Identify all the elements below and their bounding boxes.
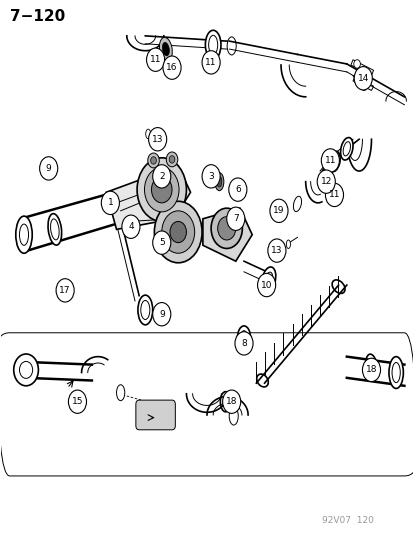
Circle shape: [148, 127, 166, 151]
Circle shape: [154, 201, 202, 263]
Text: 17: 17: [59, 286, 71, 295]
Circle shape: [257, 273, 275, 297]
Polygon shape: [106, 166, 190, 229]
Circle shape: [269, 199, 287, 222]
Text: 5: 5: [159, 238, 164, 247]
Ellipse shape: [216, 176, 221, 187]
Text: 19: 19: [273, 206, 284, 215]
Circle shape: [101, 191, 119, 215]
Text: 1: 1: [107, 198, 113, 207]
Circle shape: [68, 390, 86, 414]
Ellipse shape: [388, 357, 402, 389]
Text: 8: 8: [240, 339, 246, 348]
Circle shape: [151, 176, 172, 203]
Text: 10: 10: [260, 280, 272, 289]
Circle shape: [147, 153, 159, 168]
Circle shape: [202, 51, 220, 74]
Text: 2: 2: [159, 172, 164, 181]
Ellipse shape: [261, 267, 275, 293]
FancyBboxPatch shape: [135, 400, 175, 430]
Ellipse shape: [328, 151, 339, 172]
Text: 9: 9: [159, 310, 164, 319]
Circle shape: [226, 207, 244, 230]
Circle shape: [152, 165, 171, 188]
Circle shape: [144, 167, 178, 212]
Text: 11: 11: [324, 156, 335, 165]
Circle shape: [152, 303, 171, 326]
Circle shape: [211, 208, 242, 248]
Ellipse shape: [162, 42, 169, 56]
Circle shape: [152, 231, 171, 254]
Text: 13: 13: [152, 135, 163, 144]
Circle shape: [150, 157, 156, 164]
Text: 18: 18: [225, 397, 237, 406]
Text: 9: 9: [46, 164, 52, 173]
Circle shape: [56, 279, 74, 302]
Text: 3: 3: [208, 172, 214, 181]
Ellipse shape: [320, 166, 331, 185]
Circle shape: [169, 156, 175, 163]
Circle shape: [228, 178, 246, 201]
Text: 14: 14: [357, 74, 368, 83]
Text: 11: 11: [205, 58, 216, 67]
Circle shape: [325, 183, 343, 207]
Ellipse shape: [16, 216, 32, 253]
Ellipse shape: [340, 138, 352, 160]
Ellipse shape: [116, 385, 124, 401]
Circle shape: [121, 215, 140, 238]
Ellipse shape: [48, 214, 62, 245]
Circle shape: [361, 68, 368, 77]
Circle shape: [267, 239, 285, 262]
Circle shape: [163, 56, 180, 79]
Circle shape: [14, 354, 38, 386]
Circle shape: [166, 152, 177, 167]
Ellipse shape: [145, 129, 150, 139]
Ellipse shape: [159, 37, 172, 61]
Text: 7−120: 7−120: [9, 10, 65, 25]
Text: 16: 16: [166, 63, 177, 72]
Ellipse shape: [214, 173, 223, 191]
Circle shape: [353, 60, 359, 68]
Circle shape: [40, 157, 57, 180]
Ellipse shape: [205, 30, 221, 60]
Ellipse shape: [286, 240, 290, 248]
Circle shape: [170, 221, 186, 243]
Text: 12: 12: [320, 177, 331, 186]
Circle shape: [360, 82, 366, 91]
Ellipse shape: [138, 295, 152, 325]
Circle shape: [217, 216, 235, 240]
Circle shape: [354, 67, 371, 90]
Text: 15: 15: [71, 397, 83, 406]
Text: 18: 18: [365, 366, 376, 374]
Circle shape: [320, 149, 339, 172]
Text: 11: 11: [150, 55, 161, 64]
Circle shape: [161, 211, 194, 253]
Ellipse shape: [237, 326, 250, 350]
Circle shape: [202, 165, 220, 188]
Circle shape: [235, 332, 252, 355]
Circle shape: [137, 158, 186, 221]
Polygon shape: [202, 208, 252, 261]
Circle shape: [222, 390, 240, 414]
Ellipse shape: [125, 219, 132, 231]
Text: 92V07  120: 92V07 120: [321, 516, 373, 525]
Text: 11: 11: [328, 190, 339, 199]
Circle shape: [316, 170, 335, 193]
Circle shape: [354, 78, 359, 84]
Text: 6: 6: [235, 185, 240, 194]
Text: 4: 4: [128, 222, 133, 231]
Circle shape: [361, 358, 380, 382]
Text: 7: 7: [233, 214, 238, 223]
Circle shape: [146, 48, 164, 71]
Text: 13: 13: [271, 246, 282, 255]
